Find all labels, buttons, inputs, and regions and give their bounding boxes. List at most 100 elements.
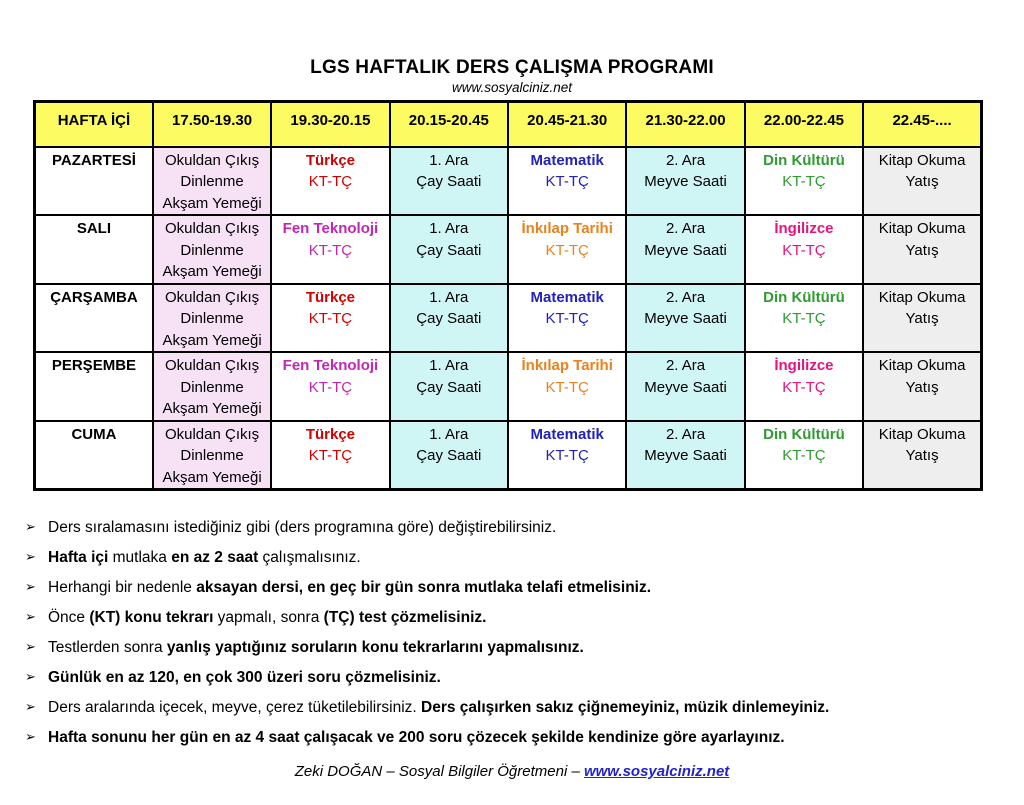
note-text-segment: Ders sıralamasını istediğiniz gibi (ders… bbox=[48, 519, 557, 536]
note-text-segment: Günlük en az 120, en çok 300 üzeri soru … bbox=[48, 669, 441, 686]
schedule-cell: İnkılap Tarihi KT-TÇ bbox=[506, 351, 628, 422]
cell-line: Kitap Okuma bbox=[878, 357, 966, 374]
cell-line: Kitap Okuma bbox=[878, 151, 966, 169]
cell-line: Yatış bbox=[905, 241, 939, 259]
time-header-cell: 20.15-20.45 bbox=[388, 100, 510, 148]
cell-line: 1. Ara bbox=[429, 151, 469, 169]
cell-line: KT-TÇ bbox=[545, 378, 589, 396]
cell-line: Akşam Yemeği bbox=[162, 194, 262, 212]
cell-line: Kitap Okuma bbox=[878, 220, 966, 237]
schedule-cell: Okuldan Çıkış Dinlenme Akşam Yemeği bbox=[151, 214, 273, 285]
schedule-cell: Okuldan Çıkış Dinlenme Akşam Yemeği bbox=[151, 351, 273, 422]
note-item: ➢ Günlük en az 120, en çok 300 üzeri soru… bbox=[25, 662, 1024, 692]
schedule-cell: Fen Teknoloji KT-TÇ bbox=[270, 351, 391, 422]
time-header-cell: 19.30-20.15 bbox=[270, 100, 391, 148]
note-text-segment: Testlerden sonra bbox=[48, 639, 167, 656]
cell-line: 1. Ara bbox=[429, 220, 469, 237]
arrow-bullet-icon: ➢ bbox=[25, 609, 36, 624]
schedule-cell: 1. Ara Çay Saati bbox=[388, 351, 510, 422]
schedule-row: CUMA Okuldan Çıkış Dinlenme Akşam Yemeği Tür… bbox=[33, 419, 983, 491]
schedule-cell: Kitap Okuma Yatış bbox=[862, 419, 983, 491]
note-text-segment: Hafta içi bbox=[48, 549, 109, 566]
cell-line: KT-TÇ bbox=[782, 447, 826, 464]
note-text-segment: Ders aralarında içecek, meyve, çerez tük… bbox=[48, 699, 421, 716]
schedule-cell: Türkçe KT-TÇ bbox=[270, 419, 391, 491]
notes-list: ➢ Ders sıralamasını istediğiniz gibi (der… bbox=[25, 512, 1024, 752]
schedule-cell: Türkçe KT-TÇ bbox=[270, 145, 391, 216]
schedule-cell: Matematik KT-TÇ bbox=[506, 145, 628, 216]
footer: Zeki DOĞAN – Sosyal Bilgiler Öğretmeni –… bbox=[0, 763, 1024, 780]
cell-line: 2. Ara bbox=[665, 357, 706, 374]
cell-line: KT-TÇ bbox=[782, 241, 826, 259]
note-text-segment: (KT) konu tekrarı bbox=[89, 609, 214, 626]
page-title: LGS HAFTALIK DERS ÇALIŞMA PROGRAMI bbox=[310, 57, 714, 78]
cell-line: Okuldan Çıkış bbox=[164, 357, 260, 374]
schedule-row: ÇARŞAMBA Okuldan Çıkış Dinlenme Akşam Yemeğ… bbox=[33, 282, 983, 353]
schedule-cell: Okuldan Çıkış Dinlenme Akşam Yemeği bbox=[151, 145, 273, 216]
note-text-segment: (TÇ) test çözmelisiniz. bbox=[323, 609, 487, 626]
cell-line: Akşam Yemeği bbox=[162, 263, 262, 280]
cell-line: 1. Ara bbox=[429, 357, 469, 374]
cell-line: Türkçe bbox=[305, 151, 356, 169]
time-header-cell: HAFTA İÇİ bbox=[33, 100, 154, 148]
schedule-cell: Kitap Okuma Yatış bbox=[862, 351, 983, 422]
cell-line: Fen Teknoloji bbox=[282, 220, 379, 237]
cell-line: Yatış bbox=[905, 447, 939, 464]
day-cell: PERŞEMBE bbox=[33, 351, 154, 422]
cell-line: Akşam Yemeği bbox=[162, 331, 262, 349]
day-cell: SALI bbox=[33, 214, 154, 285]
cell-line: Dinlenme bbox=[180, 378, 244, 396]
schedule-cell: Okuldan Çıkış Dinlenme Akşam Yemeği bbox=[151, 419, 273, 491]
schedule-cell: Fen Teknoloji KT-TÇ bbox=[270, 214, 391, 285]
cell-line: KT-TÇ bbox=[782, 378, 826, 396]
arrow-bullet-icon: ➢ bbox=[25, 699, 36, 714]
page-subtitle: www.sosyalciniz.net bbox=[451, 80, 573, 95]
note-item: ➢ Önce (KT) konu tekrarı yapmalı, sonra (… bbox=[25, 602, 1024, 632]
schedule-cell: Matematik KT-TÇ bbox=[506, 419, 628, 491]
schedule-cell: Matematik KT-TÇ bbox=[506, 282, 628, 353]
cell-line: Akşam Yemeği bbox=[162, 400, 262, 417]
note-item: ➢ Herhangi bir nedenle aksayan dersi, en … bbox=[25, 572, 1024, 602]
schedule-header-row: HAFTA İÇİ 17.50-19.30 19.30-20.15 20.15-20.… bbox=[33, 100, 983, 148]
cell-line: Akşam Yemeği bbox=[162, 468, 262, 486]
cell-line: 2. Ara bbox=[665, 425, 706, 443]
time-header-cell: 21.30-22.00 bbox=[625, 100, 746, 148]
cell-line: Din Kültürü bbox=[763, 425, 845, 443]
schedule-cell: Türkçe KT-TÇ bbox=[270, 282, 391, 353]
arrow-bullet-icon: ➢ bbox=[25, 639, 36, 654]
footer-author: Zeki DOĞAN – Sosyal Bilgiler Öğretmeni – bbox=[294, 763, 584, 780]
cell-line: Yatış bbox=[905, 173, 939, 190]
day-cell: ÇARŞAMBA bbox=[33, 282, 154, 353]
cell-line: Okuldan Çıkış bbox=[164, 425, 260, 443]
schedule-cell: Okuldan Çıkış Dinlenme Akşam Yemeği bbox=[151, 282, 273, 353]
cell-line: KT-TÇ bbox=[308, 173, 353, 190]
note-text-segment: yanlış yaptığınız soruların konu tekrarl… bbox=[166, 639, 584, 656]
cell-line: İngilizce bbox=[774, 357, 834, 374]
schedule-cell: Din Kültürü KT-TÇ bbox=[743, 419, 865, 491]
footer-link[interactable]: www.sosyalciniz.net bbox=[583, 763, 730, 780]
cell-line: 2. Ara bbox=[665, 288, 706, 306]
note-item: ➢ Ders aralarında içecek, meyve, çerez tü… bbox=[25, 692, 1024, 722]
schedule-cell: Kitap Okuma Yatış bbox=[862, 282, 983, 353]
cell-line: Dinlenme bbox=[180, 447, 244, 464]
day-cell: PAZARTESİ bbox=[33, 145, 154, 216]
cell-line: Yatış bbox=[905, 310, 939, 327]
cell-line: Meyve Saati bbox=[644, 447, 727, 464]
schedule-row: PAZARTESİ Okuldan Çıkış Dinlenme Akşam Yeme… bbox=[33, 145, 983, 216]
time-header-cell: 17.50-19.30 bbox=[151, 100, 273, 148]
note-item: ➢ Ders sıralamasını istediğiniz gibi (der… bbox=[25, 512, 1024, 542]
cell-line: Fen Teknoloji bbox=[282, 357, 379, 374]
cell-line: KT-TÇ bbox=[308, 310, 353, 327]
cell-line: KT-TÇ bbox=[308, 447, 353, 464]
schedule-cell: Kitap Okuma Yatış bbox=[862, 214, 983, 285]
schedule-cell: 2. Ara Meyve Saati bbox=[625, 214, 746, 285]
cell-line: Çay Saati bbox=[416, 241, 482, 259]
day-cell: CUMA bbox=[33, 419, 154, 491]
note-item: ➢ Hafta sonunu her gün en az 4 saat çalış… bbox=[25, 722, 1024, 752]
schedule-cell: 1. Ara Çay Saati bbox=[388, 282, 510, 353]
note-text-segment: Hafta sonunu her gün en az 4 saat çalışa… bbox=[48, 729, 785, 746]
cell-line: İnkılap Tarihi bbox=[521, 357, 613, 374]
cell-line: Çay Saati bbox=[416, 378, 482, 396]
schedule-cell: 2. Ara Meyve Saati bbox=[625, 419, 746, 491]
